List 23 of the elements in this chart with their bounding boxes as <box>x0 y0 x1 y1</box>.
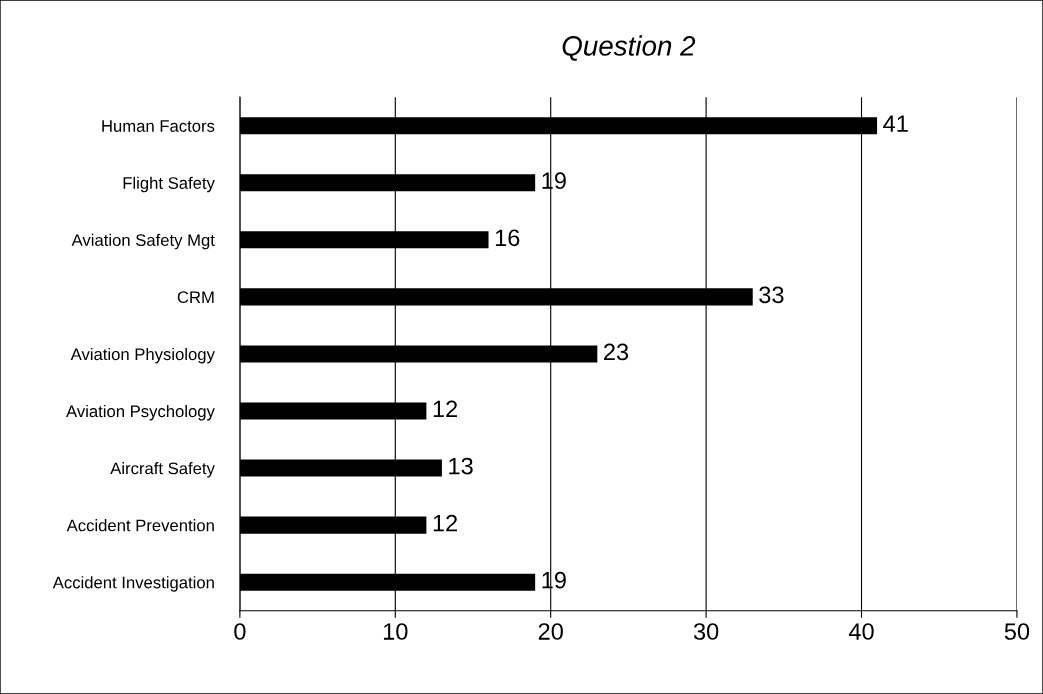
y-tick-label: Flight Safety <box>123 176 215 193</box>
data-label: 41 <box>883 115 908 132</box>
y-tick-label: Accident Investigation <box>52 576 214 592</box>
y-tick-label: Accident Prevention <box>66 519 214 532</box>
x-tick-label: 50 <box>1004 623 1030 640</box>
data-label: 23 <box>604 343 629 361</box>
y-tick-label: Aviation Psychology <box>66 404 215 421</box>
x-tick-label: 40 <box>848 623 874 640</box>
y-tick-label: CRM <box>177 291 214 304</box>
y-tick-label: Aircraft Safety <box>110 462 215 478</box>
x-tick-label: 30 <box>693 623 719 640</box>
data-label: 33 <box>759 286 784 304</box>
data-label: 13 <box>449 457 473 475</box>
data-label: 16 <box>495 229 520 247</box>
data-label: 12 <box>433 400 458 418</box>
x-tick-label: 0 <box>234 623 246 640</box>
y-tick-label: Aviation Physiology <box>70 347 215 364</box>
x-tick-label: 20 <box>538 623 563 640</box>
x-tick-label: 10 <box>383 623 408 640</box>
y-tick-label: Human Factors <box>102 120 215 132</box>
y-tick-label: Aviation Safety Mgt <box>71 233 215 250</box>
chart-title: Question 2 <box>562 35 696 61</box>
data-label: 12 <box>433 514 458 532</box>
